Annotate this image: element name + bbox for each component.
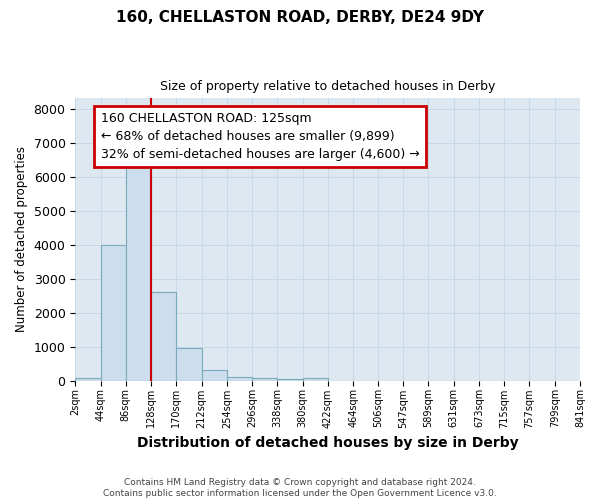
Bar bbox=[75, 378, 101, 380]
Bar bbox=[277, 378, 302, 380]
Bar bbox=[126, 158, 151, 380]
Bar bbox=[252, 378, 277, 380]
Bar bbox=[302, 378, 328, 380]
Bar bbox=[176, 348, 202, 380]
Text: 160 CHELLASTON ROAD: 125sqm
← 68% of detached houses are smaller (9,899)
32% of : 160 CHELLASTON ROAD: 125sqm ← 68% of det… bbox=[101, 112, 419, 161]
Bar bbox=[151, 292, 176, 380]
Bar bbox=[227, 376, 252, 380]
X-axis label: Distribution of detached houses by size in Derby: Distribution of detached houses by size … bbox=[137, 436, 518, 450]
Text: Contains HM Land Registry data © Crown copyright and database right 2024.
Contai: Contains HM Land Registry data © Crown c… bbox=[103, 478, 497, 498]
Bar bbox=[202, 370, 227, 380]
Y-axis label: Number of detached properties: Number of detached properties bbox=[15, 146, 28, 332]
Bar bbox=[101, 244, 126, 380]
Text: 160, CHELLASTON ROAD, DERBY, DE24 9DY: 160, CHELLASTON ROAD, DERBY, DE24 9DY bbox=[116, 10, 484, 25]
Title: Size of property relative to detached houses in Derby: Size of property relative to detached ho… bbox=[160, 80, 496, 93]
